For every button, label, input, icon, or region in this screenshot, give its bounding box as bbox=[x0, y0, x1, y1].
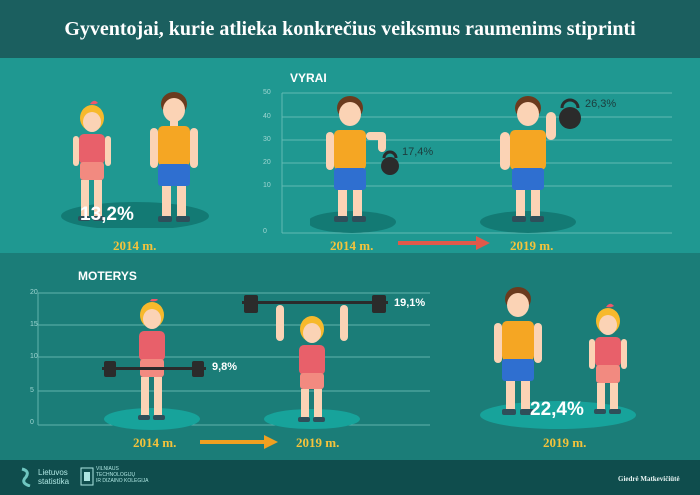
women-2014-year: 2014 m. bbox=[133, 435, 177, 450]
men-2019-year: 2019 m. bbox=[510, 238, 554, 253]
partner-line1: VILNIAUS bbox=[96, 466, 119, 472]
logo-line2: statistika bbox=[38, 477, 70, 486]
author-credit: Giedrė Matkevičiūtė bbox=[618, 475, 680, 483]
title-bar: Gyventojai, kurie atlieka konkrečius vei… bbox=[0, 0, 700, 58]
men-2014-percent: 17,4% bbox=[402, 146, 434, 158]
women-section-label: MOTERYS bbox=[78, 269, 137, 283]
overall-2014-percent: 13,2% bbox=[80, 204, 134, 225]
partner-line2: TECHNOLOGIJŲ bbox=[96, 472, 136, 478]
floor-shadow bbox=[104, 408, 200, 430]
overall-2014-year: 2014 m. bbox=[113, 238, 157, 253]
woman-2019-scene bbox=[242, 295, 388, 429]
women-2019-year: 2019 m. bbox=[296, 435, 340, 450]
men-tick-label: 20 bbox=[263, 159, 271, 166]
men-2019-percent: 26,3% bbox=[585, 98, 617, 110]
floor-shadow bbox=[264, 409, 360, 429]
men-tick-label: 50 bbox=[263, 89, 271, 96]
women-tick-label: 20 bbox=[30, 289, 38, 296]
man-2019-scene bbox=[480, 96, 581, 233]
men-2014-year: 2014 m. bbox=[330, 238, 374, 253]
men-tick-label: 0 bbox=[263, 228, 267, 235]
woman-figure-icon bbox=[276, 305, 348, 422]
barbell-icon bbox=[242, 295, 388, 313]
women-tick-label: 10 bbox=[30, 353, 38, 360]
kettlebell-icon bbox=[381, 150, 399, 175]
kettlebell-icon bbox=[559, 98, 581, 129]
women-tick-label: 0 bbox=[30, 419, 34, 426]
overall-2019-year: 2019 m. bbox=[543, 435, 587, 450]
arrow-right-icon bbox=[398, 236, 490, 250]
women-tick-label: 15 bbox=[30, 321, 38, 328]
women-tick-label: 5 bbox=[30, 387, 34, 394]
men-tick-label: 10 bbox=[263, 182, 271, 189]
man-figure-icon bbox=[326, 96, 386, 222]
woman-figure-icon bbox=[589, 303, 627, 414]
women-gridlines bbox=[37, 292, 430, 426]
overall-2019-percent: 22,4% bbox=[530, 399, 584, 420]
lietuvos-statistika-logo-icon bbox=[21, 467, 31, 487]
college-emblem-icon bbox=[80, 467, 94, 486]
woman-figure-icon bbox=[138, 299, 165, 420]
logo-line1: Lietuvos bbox=[38, 468, 68, 477]
man-figure-icon bbox=[500, 96, 556, 222]
barbell-icon bbox=[102, 361, 206, 377]
woman-2014-scene bbox=[102, 299, 206, 430]
woman-figure-icon bbox=[73, 100, 111, 221]
women-2019-percent: 19,1% bbox=[394, 297, 426, 309]
men-tick-label: 40 bbox=[263, 113, 271, 120]
overall-2014-scene bbox=[61, 92, 209, 228]
floor-shadow bbox=[310, 211, 396, 233]
men-tick-label: 30 bbox=[263, 136, 271, 143]
man-figure-icon bbox=[494, 287, 542, 415]
man-2014-scene bbox=[310, 96, 399, 233]
footer: Lietuvos statistika VILNIAUS TECHNOLOGIJ… bbox=[0, 460, 700, 495]
top-panel: 13,2% 2014 m. VYRAI 50 40 30 20 10 0 bbox=[0, 58, 700, 253]
floor-shadow bbox=[480, 211, 576, 233]
bottom-panel: MOTERYS 20 15 10 5 0 bbox=[0, 253, 700, 460]
women-2014-percent: 9,8% bbox=[212, 361, 238, 373]
page-title: Gyventojai, kurie atlieka konkrečius vei… bbox=[64, 17, 636, 40]
man-figure-icon bbox=[150, 92, 198, 222]
partner-line3: IR DIZAINO KOLEGIJA bbox=[96, 478, 149, 484]
overall-2019-scene bbox=[480, 287, 636, 429]
men-section-label: VYRAI bbox=[290, 71, 327, 85]
arrow-right-icon bbox=[200, 435, 278, 449]
